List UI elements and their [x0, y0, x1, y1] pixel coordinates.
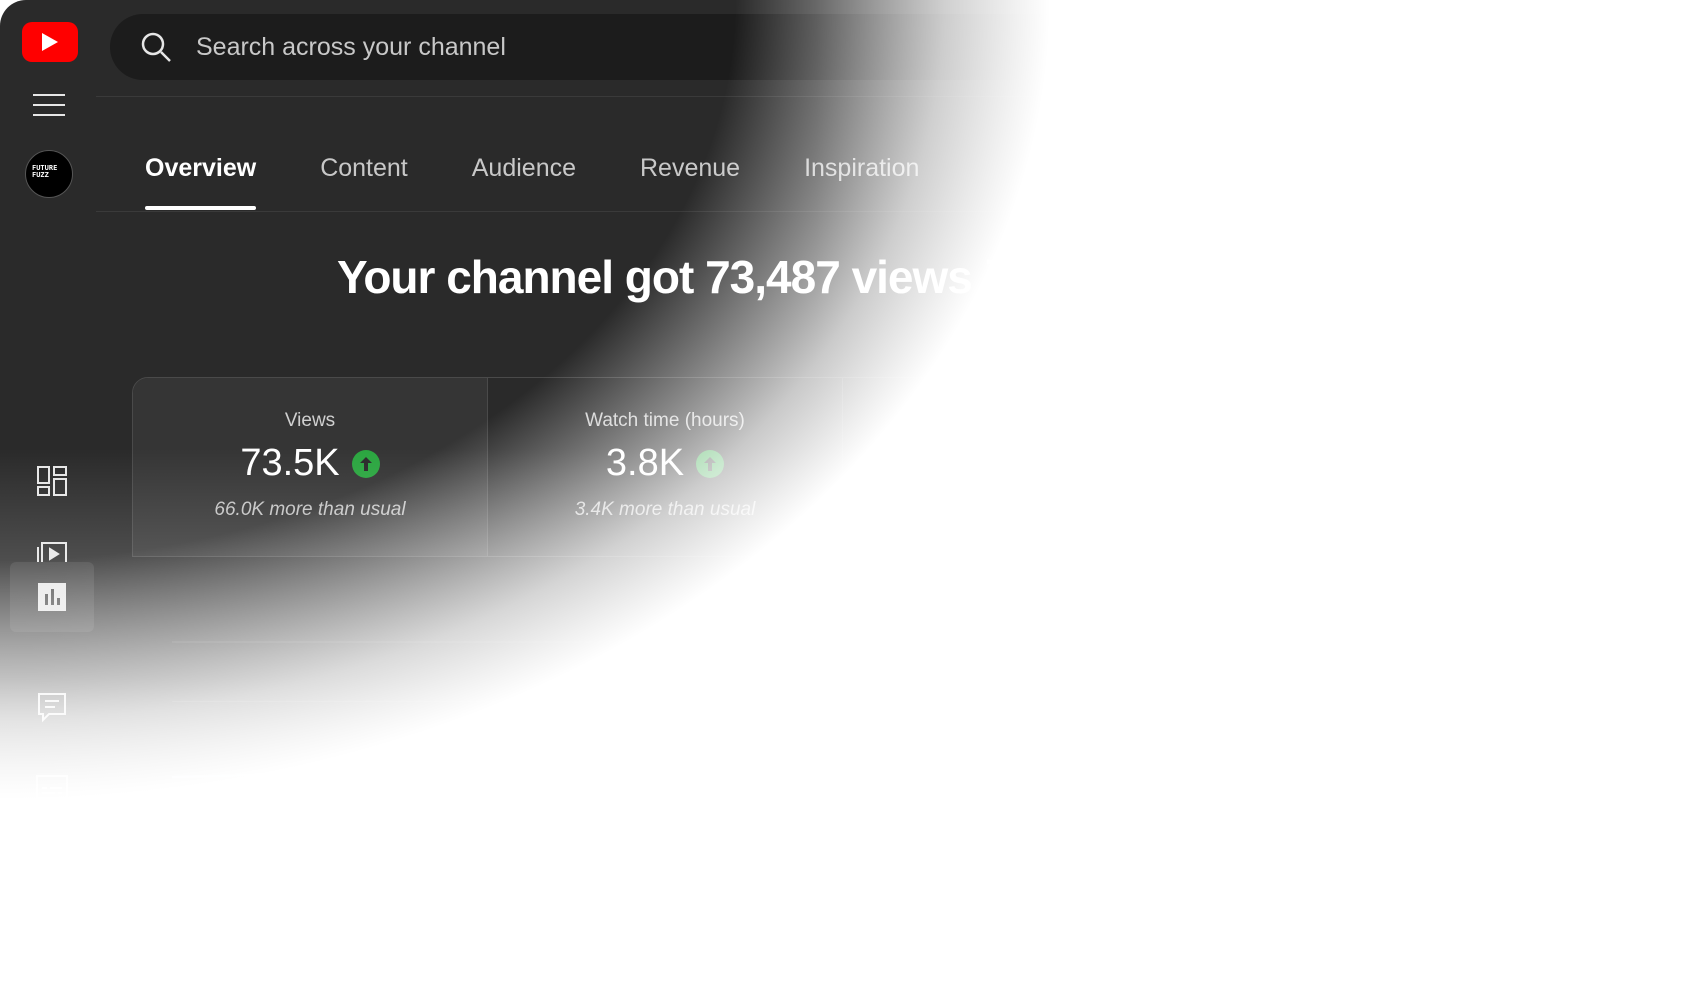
sidebar-item-subtitles[interactable] [10, 752, 94, 822]
header-separator [96, 96, 1596, 97]
metric-revenue[interactable]: Estimated revenue $31.93 [1198, 378, 1553, 556]
x-tick-label: Jul 21, 2024 [603, 886, 707, 907]
upload-count-marker[interactable]: 4 [400, 832, 425, 856]
tab-revenue[interactable]: Revenue [640, 154, 741, 182]
upload-count-marker[interactable]: 2 [641, 832, 666, 856]
views-line-chart[interactable] [140, 580, 1540, 840]
metric-label: Estimated revenue [1277, 410, 1436, 432]
upload-count-marker[interactable]: 2 [593, 832, 618, 856]
metric-subscribers[interactable]: Subscribers +2.2K 2.0K more than usual [843, 378, 1198, 556]
dashboard-icon [37, 466, 67, 496]
tabs-separator [96, 211, 1596, 212]
upload-count-marker[interactable]: 2 [978, 832, 1003, 856]
tab-audience[interactable]: Audience [471, 154, 576, 182]
metric-value: +2.2K [949, 442, 1051, 484]
shorts-marker-icon[interactable] [256, 832, 280, 856]
tab-overview[interactable]: Overview [145, 154, 257, 210]
arrow-up-icon [351, 449, 380, 478]
shorts-marker-icon[interactable] [160, 832, 184, 856]
search-bar[interactable] [110, 14, 1080, 80]
sidebar-item-analytics[interactable] [10, 562, 94, 632]
metric-note: 66.0K more than usual [214, 499, 406, 520]
tab-inspiration[interactable]: Inspiration [804, 154, 920, 182]
arrow-up-icon [696, 449, 725, 478]
more-options-icon[interactable]: ⋮ [1638, 273, 1662, 300]
tab-content[interactable]: Content [320, 154, 408, 182]
metric-note: 2.0K more than usual [929, 499, 1111, 520]
metric-note: 3.4K more than usual [574, 499, 756, 520]
clock-icon [1451, 411, 1472, 431]
tooltip-date: Tue, Jul 30, 2024 [917, 610, 1067, 631]
metric-value: 73.5K [240, 442, 340, 484]
metric-label: Subscribers [969, 410, 1071, 431]
x-tick-label: Jul 25, 2024 [796, 886, 900, 907]
metric-value: $31.93 [1316, 442, 1434, 485]
subtitles-icon [36, 775, 68, 799]
y-tick-label: 6.0K [1440, 630, 1478, 650]
upload-count-marker[interactable]: 4 [304, 832, 329, 856]
page-title: Your channel got 73,487 views in the las… [337, 251, 1362, 303]
metric-label: Views [284, 410, 336, 431]
chart-tooltip: Tue, Jul 30, 2024 2,833 [893, 580, 1093, 716]
sidebar-item-dashboard[interactable] [10, 446, 94, 516]
arrow-up-icon [1062, 449, 1091, 478]
analytics-tabs: Overview Content Audience Revenue Inspir… [145, 154, 983, 210]
youtube-logo-icon[interactable] [22, 22, 78, 62]
avatar-logo-image: FUTURE FUZZ [32, 164, 58, 179]
search-input[interactable] [194, 31, 898, 63]
metric-label: Watch time (hours) [585, 410, 745, 431]
comments-icon [38, 693, 66, 723]
header-divider [1118, 12, 1119, 80]
y-tick-label: 4.0K [1440, 689, 1478, 710]
shorts-marker-icon[interactable] [738, 832, 762, 856]
metric-watch-time[interactable]: Watch time (hours) 3.8K 3.4K more than u… [488, 378, 843, 556]
upload-count-marker[interactable]: 2 [1074, 832, 1099, 856]
channel-avatar[interactable]: FUTURE FUZZ [25, 150, 73, 198]
sidebar-item-comments[interactable] [10, 672, 94, 742]
shorts-marker-icon[interactable] [930, 832, 954, 856]
upload-count-marker[interactable]: 3 [448, 832, 473, 856]
upload-count-marker[interactable]: 2 [1122, 832, 1147, 856]
upload-count-marker[interactable]: 4 [834, 832, 859, 856]
video-marker-icon[interactable] [352, 832, 377, 856]
x-tick-label: Jul 17, 2024 [410, 886, 515, 907]
metric-views[interactable]: Views 73.5K 66.0K more than usual [133, 378, 488, 556]
metrics-card: Views 73.5K 66.0K more than usual Watch … [132, 377, 1554, 557]
chart-point-highlight[interactable] [1080, 754, 1093, 767]
search-icon [141, 32, 171, 62]
menu-icon[interactable] [33, 94, 65, 118]
upload-count-marker[interactable]: 4 [689, 832, 714, 856]
upload-count-marker[interactable]: 2 [785, 832, 810, 856]
upload-count-marker[interactable]: 3 [497, 832, 522, 856]
metric-value: 3.8K [605, 442, 685, 484]
chart-series-line [171, 723, 1473, 779]
left-rail: FUTURE FUZZ [0, 0, 94, 997]
shorts-marker-icon[interactable] [882, 832, 906, 856]
tooltip-value: 2,833 [917, 646, 1013, 688]
analytics-icon [38, 583, 66, 611]
